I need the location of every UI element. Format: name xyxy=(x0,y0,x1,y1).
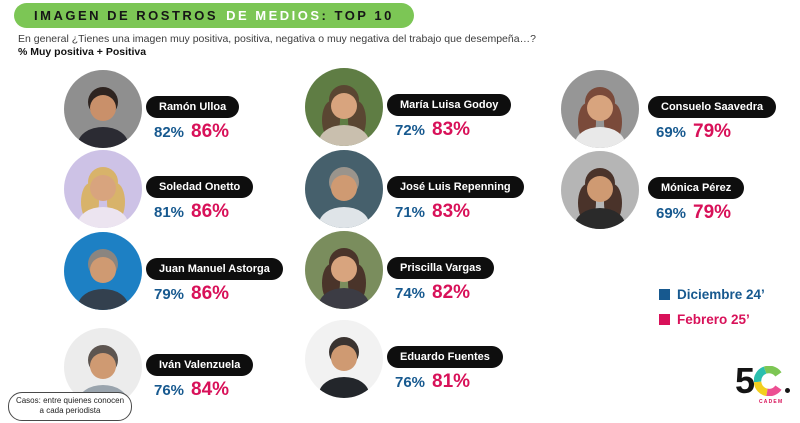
pct-diciembre: 82% xyxy=(154,124,185,141)
person-photo xyxy=(64,70,142,148)
percentages: 69% 79% xyxy=(656,121,776,143)
title-part-black: IMAGEN DE ROSTROS xyxy=(34,8,219,23)
pct-diciembre: 76% xyxy=(154,382,185,399)
person-entry: Eduardo Fuentes 76% 81% xyxy=(305,320,555,402)
cases-footnote: Casos: entre quienes conocen a cada peri… xyxy=(8,392,132,421)
person-entry: Consuelo Saavedra 69% 79% xyxy=(561,70,800,152)
percentages: 69% 79% xyxy=(656,202,744,224)
avatar-photo xyxy=(64,232,142,310)
percentages: 76% 81% xyxy=(395,371,503,393)
pct-diciembre: 79% xyxy=(154,286,185,303)
legend-square-febrero xyxy=(659,314,670,325)
legend: Diciembre 24’ Febrero 25’ xyxy=(659,287,765,337)
person-entry: Soledad Onetto 81% 86% xyxy=(64,150,314,232)
person-entry: Mónica Pérez 69% 79% xyxy=(561,151,800,233)
percentages: 82% 86% xyxy=(154,121,239,143)
person-photo xyxy=(305,320,383,398)
pct-diciembre: 81% xyxy=(154,204,185,221)
person-name-pill: Consuelo Saavedra xyxy=(648,96,777,118)
title-part-suffix: : TOP 10 xyxy=(321,8,394,23)
avatar-photo xyxy=(64,70,142,148)
person-name-pill: Mónica Pérez xyxy=(648,177,745,199)
person-photo xyxy=(305,150,383,228)
person-photo xyxy=(305,68,383,146)
pct-febrero: 86% xyxy=(191,121,230,142)
person-entry: José Luis Repenning 71% 83% xyxy=(305,150,555,232)
pct-diciembre: 72% xyxy=(395,122,426,139)
percentages: 72% 83% xyxy=(395,119,511,141)
person-photo xyxy=(561,151,639,229)
legend-square-diciembre xyxy=(659,289,670,300)
cadem-logo: 5 CADEM xyxy=(735,363,795,418)
avatar-photo xyxy=(305,68,383,146)
person-photo xyxy=(64,150,142,228)
pct-diciembre: 69% xyxy=(656,124,687,141)
pct-diciembre: 69% xyxy=(656,205,687,222)
person-name-pill: Iván Valenzuela xyxy=(146,354,254,376)
pct-febrero: 79% xyxy=(693,121,732,142)
person-entry: Priscilla Vargas 74% 82% xyxy=(305,231,555,313)
pct-febrero: 81% xyxy=(432,371,471,392)
avatar-photo xyxy=(305,150,383,228)
pct-febrero: 86% xyxy=(191,283,230,304)
pct-febrero: 84% xyxy=(191,379,230,400)
title-part-white: DE MEDIOS xyxy=(226,8,322,23)
pct-febrero: 82% xyxy=(432,282,471,303)
percentages: 74% 82% xyxy=(395,282,494,304)
page-title: IMAGEN DE ROSTROS DE MEDIOS : TOP 10 xyxy=(14,3,414,28)
legend-item-diciembre: Diciembre 24’ xyxy=(659,287,765,302)
pct-febrero: 83% xyxy=(432,201,471,222)
percentages: 76% 84% xyxy=(154,379,253,401)
pct-diciembre: 74% xyxy=(395,285,426,302)
person-entry: Juan Manuel Astorga 79% 86% xyxy=(64,232,314,314)
person-name-pill: Eduardo Fuentes xyxy=(387,346,503,368)
person-photo xyxy=(305,231,383,309)
legend-label-diciembre: Diciembre 24’ xyxy=(677,287,765,302)
person-entry: Ramón Ulloa 82% 86% xyxy=(64,70,314,152)
person-photo xyxy=(561,70,639,148)
pct-febrero: 83% xyxy=(432,119,471,140)
legend-item-febrero: Febrero 25’ xyxy=(659,312,765,327)
logo-number: 5 xyxy=(735,360,755,401)
person-name-pill: Juan Manuel Astorga xyxy=(146,258,283,280)
avatar-photo xyxy=(305,320,383,398)
person-name-pill: José Luis Repenning xyxy=(387,176,524,198)
person-entry: María Luisa Godoy 72% 83% xyxy=(305,68,555,150)
person-name-pill: María Luisa Godoy xyxy=(387,94,512,116)
person-photo xyxy=(64,232,142,310)
pct-febrero: 86% xyxy=(191,201,230,222)
avatar-photo xyxy=(561,70,639,148)
percentages: 79% 86% xyxy=(154,283,283,305)
pct-febrero: 79% xyxy=(693,202,732,223)
logo-dot xyxy=(785,387,791,393)
pct-diciembre: 71% xyxy=(395,204,426,221)
survey-question: En general ¿Tienes una imagen muy positi… xyxy=(18,33,536,45)
avatar-photo xyxy=(561,151,639,229)
logo-c-icon xyxy=(754,366,782,396)
logo-brand-text: CADEM xyxy=(759,399,784,405)
avatar-photo xyxy=(64,150,142,228)
percentages: 71% 83% xyxy=(395,201,524,223)
pct-diciembre: 76% xyxy=(395,374,426,391)
legend-label-febrero: Febrero 25’ xyxy=(677,312,750,327)
measure-label: % Muy positiva + Positiva xyxy=(18,46,147,58)
person-name-pill: Soledad Onetto xyxy=(146,176,254,198)
avatar-photo xyxy=(305,231,383,309)
person-name-pill: Ramón Ulloa xyxy=(146,96,240,118)
person-name-pill: Priscilla Vargas xyxy=(387,257,495,279)
percentages: 81% 86% xyxy=(154,201,253,223)
